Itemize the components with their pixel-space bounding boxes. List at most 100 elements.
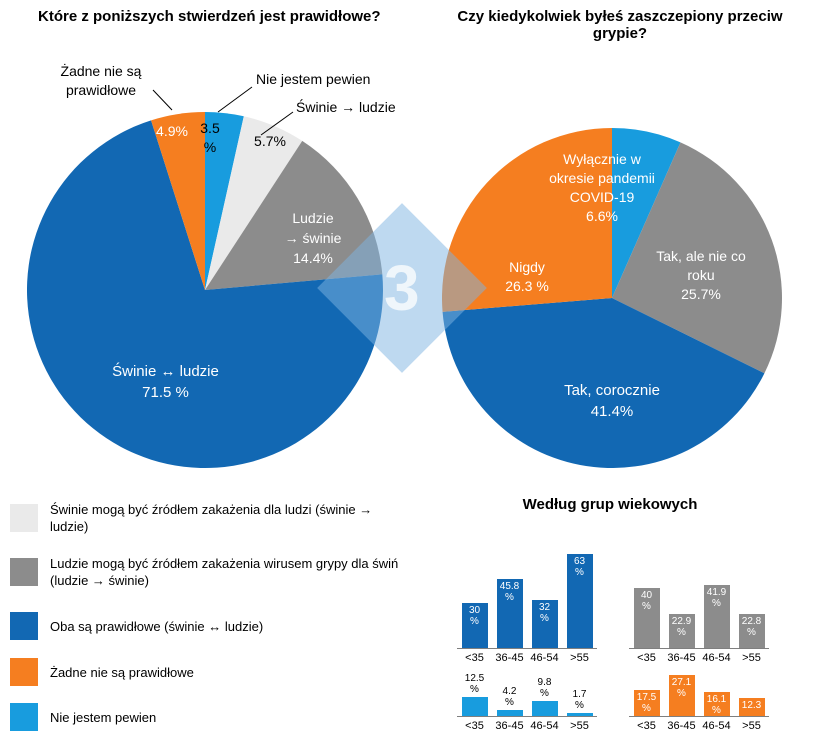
pie-slice-gray (612, 142, 782, 374)
right-pie-title: Czy kiedykolwiek byłeś zaszczepiony prze… (457, 8, 783, 42)
bar-category-label: 36-45 (495, 652, 524, 664)
legend-item-ludzie-swinie: Ludzie mogą być źródłem zakażenia wiruse… (10, 555, 398, 589)
bar-column: 45.8 % (492, 579, 527, 648)
pie-label-swinie-ludzie-pct: 5.7% (254, 133, 286, 149)
bar-value-label: 30 % (468, 605, 481, 627)
bar: 30 % (461, 603, 488, 648)
bar-column: 9.8 % (527, 677, 562, 716)
bar-value-label: 63 % (573, 555, 586, 578)
bar: 40 % (633, 588, 660, 648)
bar-group-light-blue: 12.5 % 4.2 % 9.8 % 1.7 % (457, 672, 597, 717)
pie-slice-light_gray (205, 116, 303, 291)
legend-swatch-light-gray (10, 504, 38, 532)
bar-value-label: 27.1 % (671, 677, 692, 700)
bar-group-blue: 30 % 45.8 % 32 % 63 % (457, 553, 597, 649)
bar-column: 32 % (527, 600, 562, 648)
bar-value-label: 22.9 % (671, 615, 692, 638)
legend-label: Świnie mogą być źródłem zakażenia dla lu… (50, 502, 373, 534)
bar-category-label: >55 (742, 652, 761, 664)
bar-column: 16.1 % (699, 691, 734, 716)
bar: 12.3 (738, 697, 765, 716)
bar: 17.5 % (633, 689, 660, 716)
bar-value-label: 12.5 % (464, 673, 485, 696)
bar-categories: <35 36-45 46-54 >55 (457, 649, 597, 664)
bar-value-label: 40 % (640, 590, 653, 612)
left-pie-title: Które z poniższych stwierdzeń jest prawi… (38, 8, 381, 25)
bar-value-label: 17.5 % (636, 691, 657, 714)
pie-slice-orange (442, 128, 612, 312)
bar-column: 22.8 % (734, 613, 769, 648)
bar-value-label: 45.8 % (499, 581, 520, 604)
legend-item-zadne: Żadne nie są prawidłowe (10, 658, 194, 686)
bar-column: 30 % (457, 603, 492, 648)
legend-swatch-blue (10, 612, 38, 640)
legend-label: Nie jestem pewien (50, 709, 157, 725)
bar-chart-orange: 17.5 % 27.1 % 16.1 % 12.3 <35 36-45 46-54 >55 (629, 672, 769, 732)
pie-label-nie-co-roku: Tak, ale nie co roku 25.7% (656, 248, 746, 302)
bar-category-label: 46-54 (530, 720, 559, 732)
pie-slice-blue (442, 298, 765, 468)
pie-label-nigdy: Nigdy 26.3 % (505, 259, 549, 294)
legend-swatch-gray (10, 558, 38, 586)
pie-slice-orange (151, 112, 205, 290)
pie-label-pewien-pct: 3.5 % (200, 120, 220, 155)
bar-chart-blue: 30 % 45.8 % 32 % 63 % <35 36-45 46-54 >55 (457, 553, 597, 664)
pie-slice-light_blue (612, 128, 681, 298)
bar: 32 % (531, 600, 558, 648)
bar-category-label: 36-45 (667, 652, 696, 664)
legend-label: Żadne nie są prawidłowe (50, 664, 194, 680)
legend-item-oba: Oba są prawidłowe (świnie ↔ ludzie) (10, 612, 263, 640)
bar-categories: <35 36-45 46-54 >55 (629, 649, 769, 664)
bar (531, 701, 558, 716)
pie-label-pewien-name: Nie jestem pewien (256, 71, 371, 87)
bar-column: 1.7 % (562, 689, 597, 716)
bar-category-label: 46-54 (702, 720, 731, 732)
bar (566, 713, 593, 716)
bar-category-label: 36-45 (495, 720, 524, 732)
legend-swatch-orange (10, 658, 38, 686)
bar-column: 63 % (562, 553, 597, 648)
legend-swatch-light-blue (10, 703, 38, 731)
bar-column: 27.1 % (664, 675, 699, 716)
bar-column: 40 % (629, 588, 664, 648)
legend-item-swinie-ludzie: Świnie mogą być źródłem zakażenia dla lu… (10, 501, 372, 535)
bar-group-orange: 17.5 % 27.1 % 16.1 % 12.3 (629, 672, 769, 717)
bar-categories: <35 36-45 46-54 >55 (629, 717, 769, 732)
pie-label-ludzie-swinie: Ludzie → świnie 14.4% (284, 210, 342, 266)
pie-label-covid: Wyłącznie w okresie pandemii COVID-19 6.… (549, 151, 655, 224)
bar-column: 22.9 % (664, 613, 699, 648)
bar-section-title: Według grup wiekowych (522, 496, 698, 513)
bar-value-label: 1.7 % (572, 689, 587, 712)
callout-line-pewien (217, 86, 253, 113)
bar: 22.8 % (738, 613, 765, 648)
legend-label: Oba są prawidłowe (świnie ↔ ludzie) (50, 618, 264, 634)
pie-slice-gray (205, 140, 383, 290)
bar-value-label: 4.2 % (502, 685, 517, 708)
watermark-glyph: 3 (384, 252, 420, 324)
pie-label-corocznie: Tak, corocznie 41.4% (564, 382, 660, 420)
bar: 41.9 % (703, 585, 730, 648)
bar-value-label: 9.8 % (537, 677, 552, 700)
bar-category-label: 46-54 (530, 652, 559, 664)
bar-column: 41.9 % (699, 585, 734, 648)
bar-category-label: <35 (465, 720, 484, 732)
bar: 27.1 % (668, 675, 695, 716)
bar-column: 12.3 (734, 697, 769, 716)
bar-chart-light-blue: 12.5 % 4.2 % 9.8 % 1.7 % <35 36-45 46-54 >55 (457, 672, 597, 732)
pie-slice-blue (27, 120, 383, 468)
pie-label-oba: Świnie ↔ ludzie 71.5 % (112, 363, 219, 401)
legend-item-pewien: Nie jestem pewien (10, 703, 156, 731)
bar-category-label: 46-54 (702, 652, 731, 664)
bar-value-label: 16.1 % (706, 693, 727, 716)
bar-categories: <35 36-45 46-54 >55 (457, 717, 597, 732)
pie-label-zadne-name: Żadne nie są prawidłowe (60, 63, 142, 98)
bar-chart-gray: 40 % 22.9 % 41.9 % 22.8 % <35 36-45 46-54 >55 (629, 554, 769, 664)
bar: 63 % (566, 553, 593, 648)
bar-category-label: <35 (637, 652, 656, 664)
bar-category-label: 36-45 (667, 720, 696, 732)
legend-label: Ludzie mogą być źródłem zakażenia wiruse… (50, 556, 399, 588)
bar-column: 17.5 % (629, 689, 664, 716)
bar-category-label: >55 (570, 720, 589, 732)
pie-chart-vaccination (442, 128, 782, 468)
